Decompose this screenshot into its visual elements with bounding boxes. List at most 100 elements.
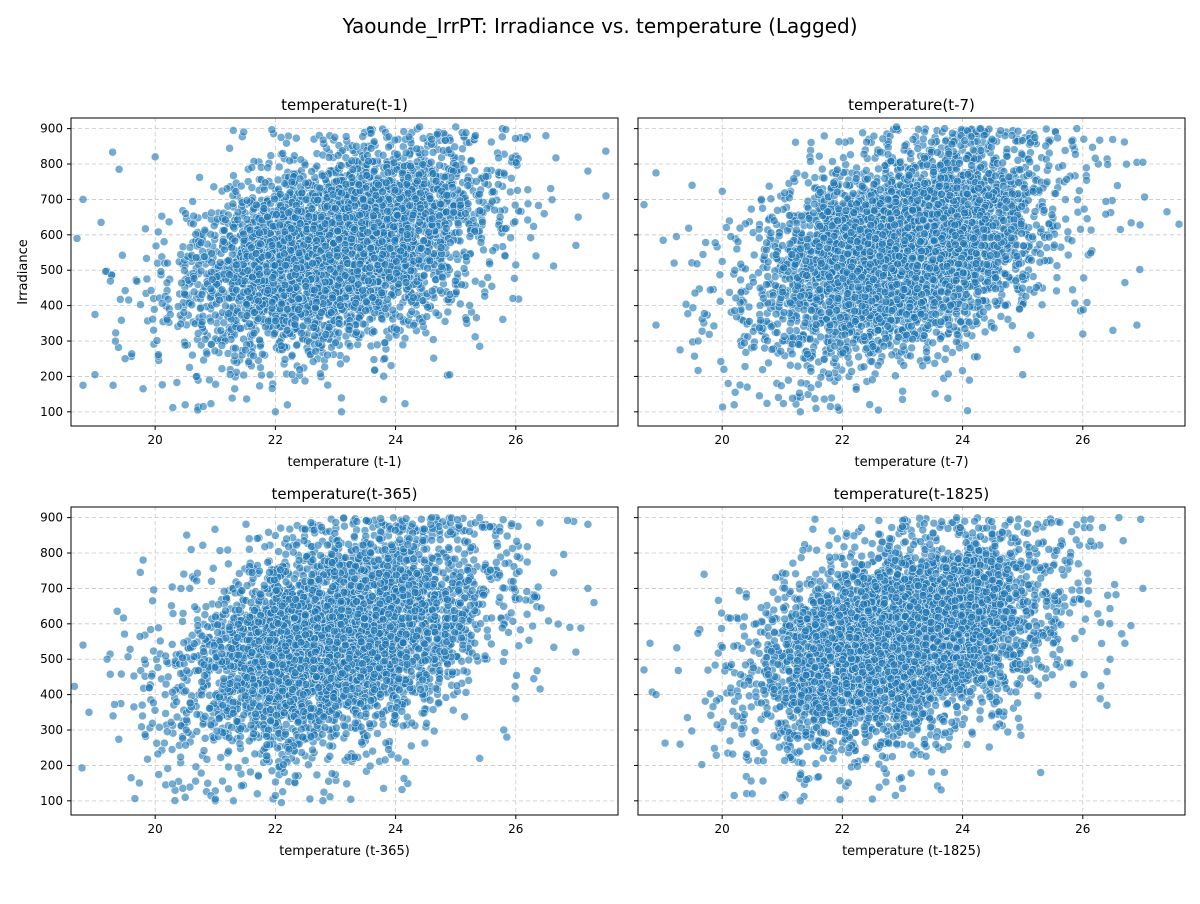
scatter-point — [428, 287, 436, 295]
scatter-point — [334, 151, 342, 159]
scatter-point — [547, 185, 555, 193]
scatter-point — [313, 237, 321, 245]
scatter-point — [384, 169, 392, 177]
scatter-point — [336, 264, 344, 272]
scatter-point — [325, 154, 333, 162]
scatter-point — [324, 381, 332, 389]
scatter-point — [118, 251, 126, 259]
scatter-point — [294, 207, 302, 215]
scatter-point — [450, 208, 458, 216]
scatter-point — [251, 309, 259, 317]
scatter-point — [207, 400, 215, 408]
scatter-point — [179, 243, 187, 251]
scatter-point — [260, 205, 268, 213]
scatter-point — [389, 306, 397, 314]
scatter-point — [116, 295, 124, 303]
scatter-point — [327, 309, 335, 317]
scatter-point — [390, 223, 398, 231]
scatter-point — [501, 225, 509, 233]
scatter-point — [349, 166, 357, 174]
scatter-point — [356, 244, 364, 252]
scatter-point — [295, 249, 303, 257]
scatter-point — [308, 205, 316, 213]
scatter-point — [106, 277, 114, 285]
scatter-point — [424, 264, 432, 272]
scatter-point — [361, 203, 369, 211]
scatter-point — [419, 297, 427, 305]
scatter-point — [210, 183, 218, 191]
scatter-point — [332, 339, 340, 347]
scatter-point — [174, 303, 182, 311]
scatter-point — [370, 356, 378, 364]
scatter-point — [169, 404, 177, 412]
scatter-point — [404, 189, 412, 197]
scatter-point — [348, 157, 356, 165]
scatter-point — [285, 209, 293, 217]
scatter-point — [208, 258, 216, 266]
scatter-point — [283, 326, 291, 334]
scatter-point — [363, 171, 371, 179]
y-tick-label: 500 — [40, 263, 63, 277]
scatter-point — [467, 157, 475, 165]
scatter-point — [267, 152, 275, 160]
scatter-point — [173, 379, 181, 387]
scatter-point — [446, 239, 454, 247]
scatter-point — [370, 167, 378, 175]
scatter-point — [91, 371, 99, 379]
scatter-point — [310, 323, 318, 331]
scatter-point — [335, 236, 343, 244]
scatter-point — [403, 180, 411, 188]
scatter-point — [427, 158, 435, 166]
scatter-point — [345, 326, 353, 334]
scatter-point — [392, 258, 400, 266]
scatter-point — [264, 213, 272, 221]
scatter-point — [229, 126, 237, 134]
scatter-point — [157, 268, 165, 276]
scatter-point — [133, 277, 141, 285]
figure-title: Yaounde_IrrPT: Irradiance vs. temperatur… — [0, 14, 1200, 38]
scatter-point — [286, 157, 294, 165]
scatter-point — [359, 196, 367, 204]
scatter-point — [351, 225, 359, 233]
scatter-point — [416, 123, 424, 131]
scatter-point — [115, 165, 123, 173]
scatter-point — [186, 363, 194, 371]
scatter-point — [79, 381, 87, 389]
scatter-point — [285, 234, 293, 242]
scatter-point — [312, 347, 320, 355]
scatter-point — [364, 228, 372, 236]
scatter-point — [73, 234, 81, 242]
scatter-point — [429, 336, 437, 344]
scatter-point — [500, 169, 508, 177]
scatter-point — [446, 371, 454, 379]
scatter-point — [137, 301, 145, 309]
scatter-point — [240, 230, 248, 238]
scatter-point — [268, 242, 276, 250]
scatter-point — [117, 316, 125, 324]
scatter-point — [192, 373, 200, 381]
scatter-point — [322, 331, 330, 339]
scatter-point — [540, 210, 548, 218]
scatter-point — [464, 200, 472, 208]
scatter-point — [255, 271, 263, 279]
scatter-point — [197, 267, 205, 275]
scatter-point — [268, 298, 276, 306]
scatter-point — [225, 256, 233, 264]
scatter-point — [437, 244, 445, 252]
scatter-point — [276, 221, 284, 229]
scatter-point — [226, 144, 234, 152]
scatter-point — [201, 335, 209, 343]
scatter-point — [479, 218, 487, 226]
scatter-point — [231, 385, 239, 393]
scatter-point — [392, 269, 400, 277]
scatter-point — [337, 162, 345, 170]
scatter-point — [396, 313, 404, 321]
scatter-point — [574, 213, 582, 221]
scatter-point — [380, 372, 388, 380]
scatter-point — [399, 341, 407, 349]
scatter-point — [291, 321, 299, 329]
scatter-point — [201, 253, 209, 261]
scatter-point — [512, 134, 520, 142]
scatter-point — [261, 179, 269, 187]
scatter-points — [73, 123, 672, 416]
